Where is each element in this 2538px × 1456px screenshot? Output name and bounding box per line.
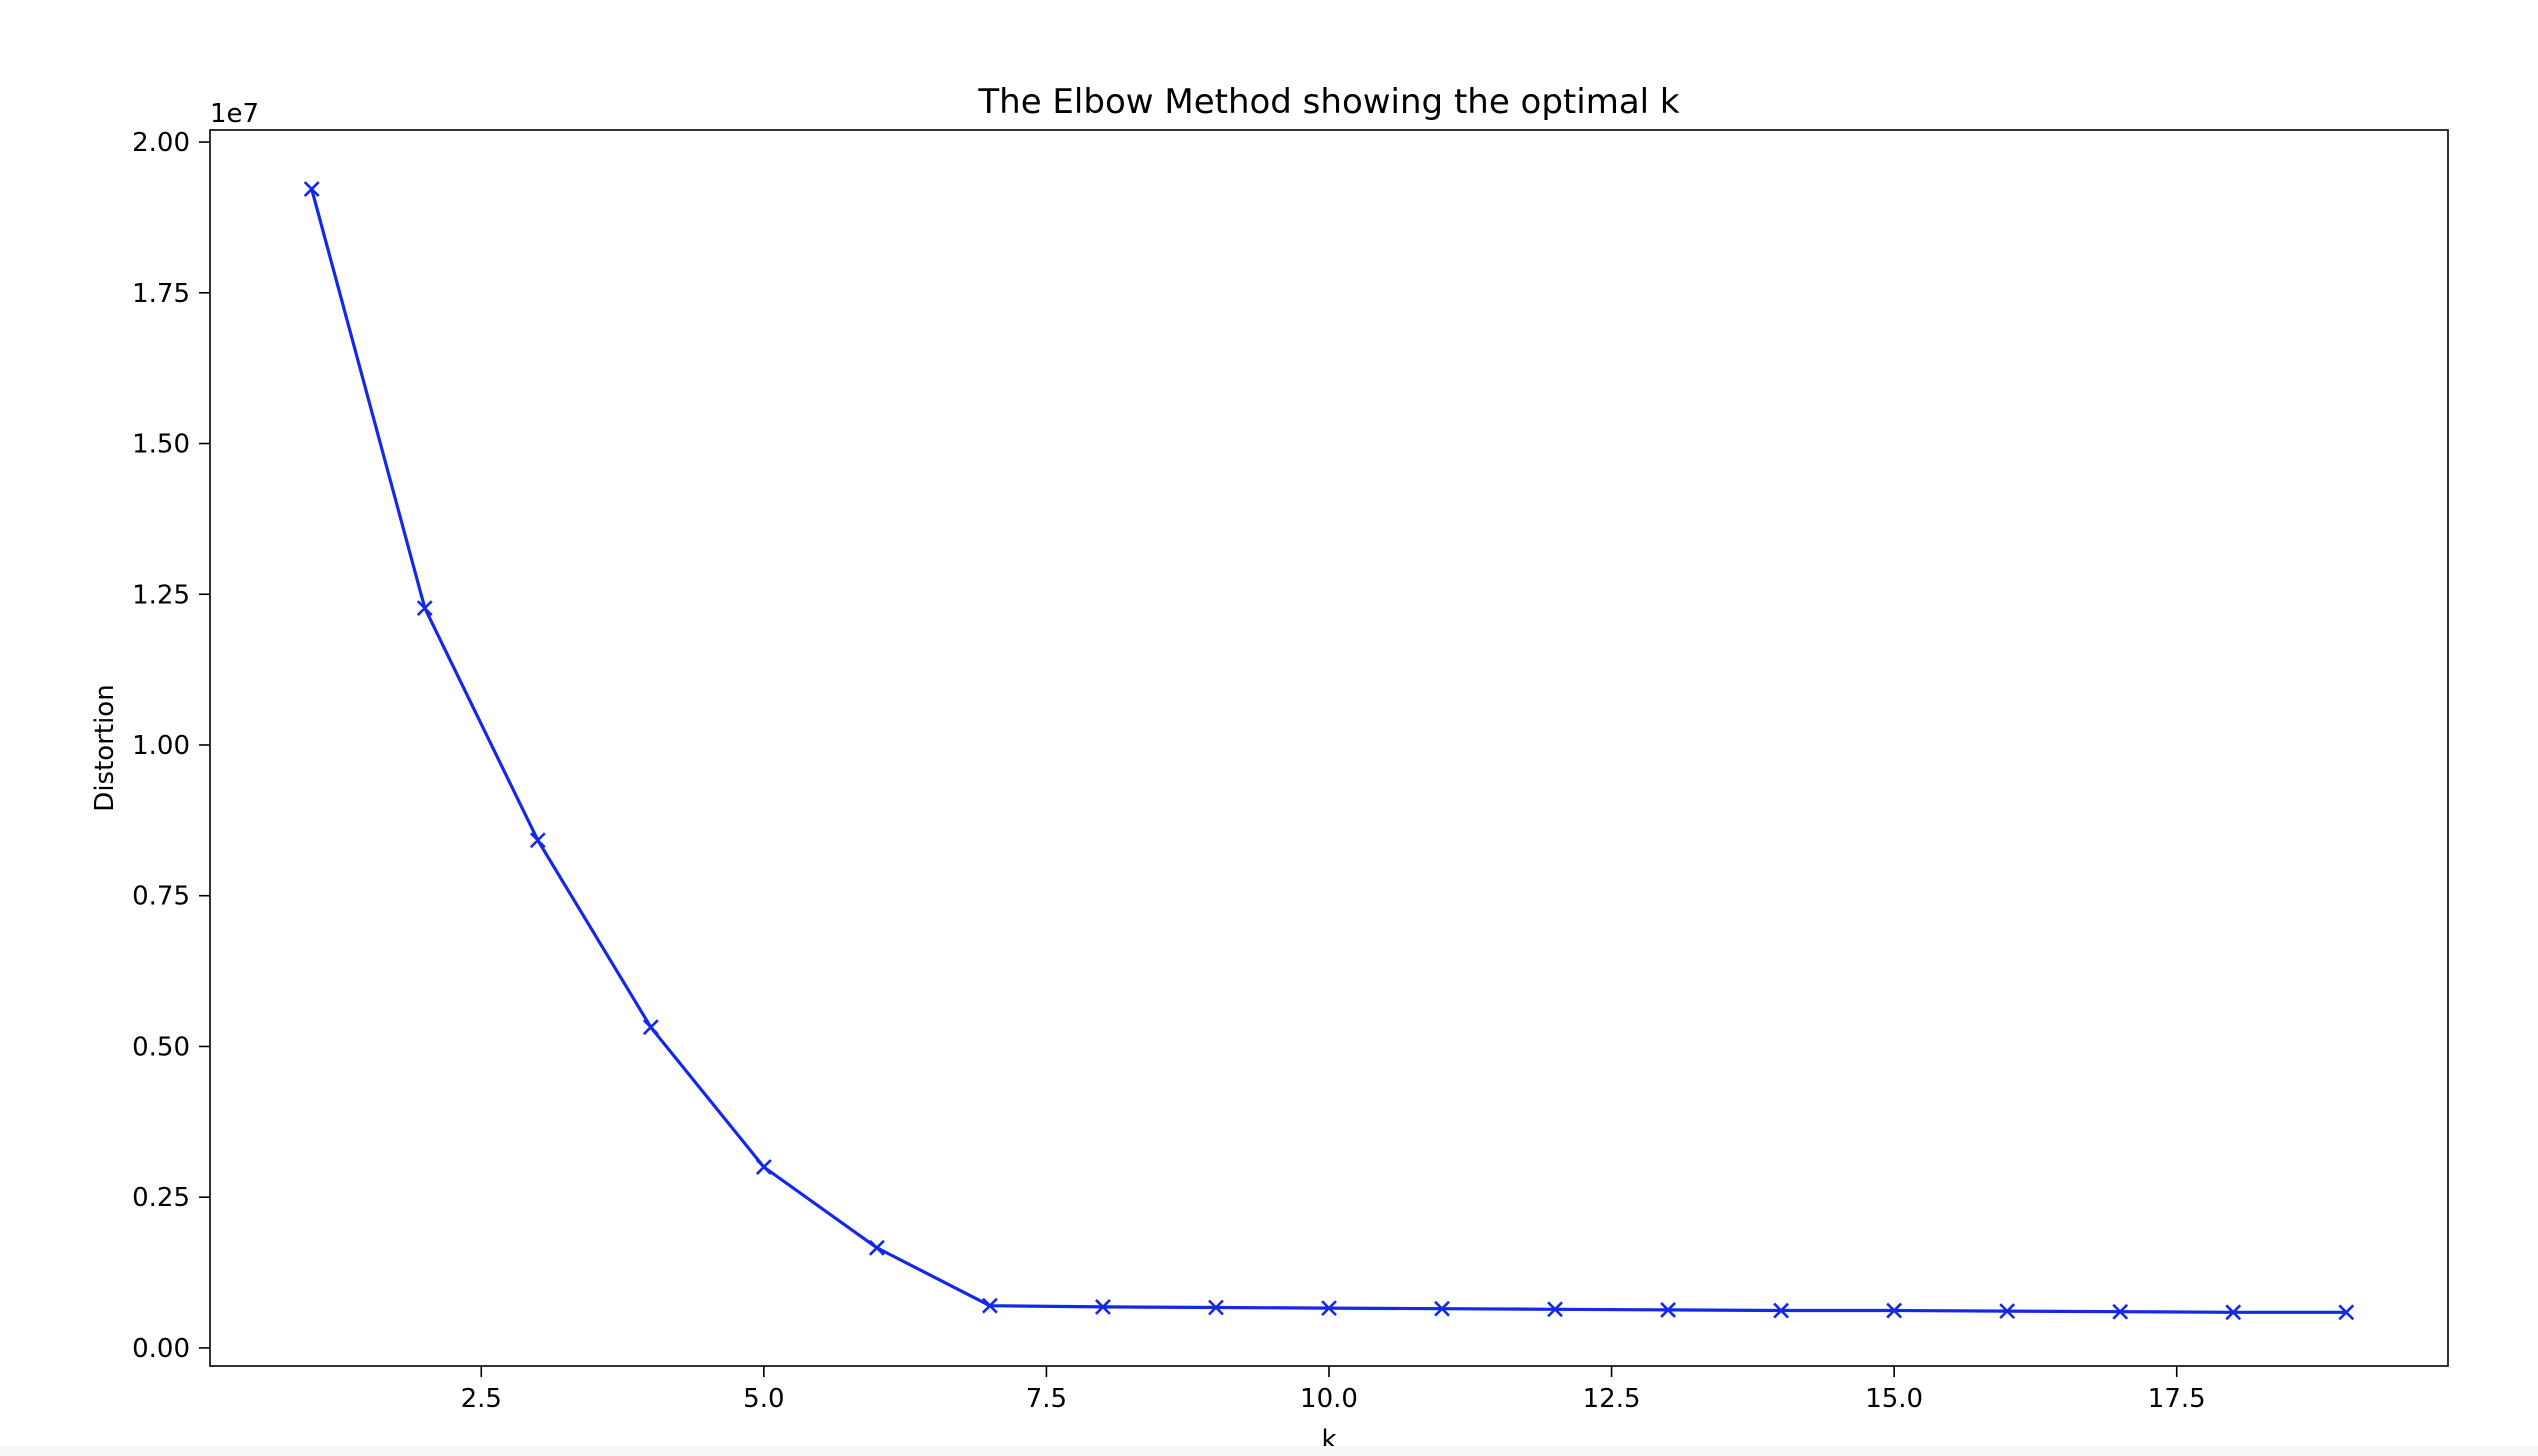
data-point-marker <box>2112 1303 2129 1320</box>
y-tick-label: 2.00 <box>132 128 190 158</box>
chart-title: The Elbow Method showing the optimal k <box>977 82 1680 122</box>
y-axis-offset-label: 1e7 <box>210 99 259 129</box>
y-tick-label: 1.75 <box>132 279 190 309</box>
y-tick-label: 0.75 <box>132 882 190 912</box>
y-tick-label: 1.25 <box>132 580 190 610</box>
plot-series <box>303 181 2355 1321</box>
y-axis-title: Distortion <box>90 684 120 811</box>
data-point-marker <box>1434 1300 1450 1317</box>
y-tick-label: 0.00 <box>132 1334 190 1364</box>
x-tick-label: 12.5 <box>1583 1384 1641 1414</box>
y-tick-label: 1.00 <box>132 731 190 761</box>
data-point-marker <box>1321 1300 1337 1317</box>
x-tick-label: 10.0 <box>1300 1384 1358 1414</box>
y-axis-ticks: 0.00 0.25 0.50 0.75 1.00 1.25 1.50 1.75 2.00 <box>132 128 210 1364</box>
data-point-marker <box>1547 1301 1563 1318</box>
y-tick-label: 1.50 <box>132 430 190 460</box>
data-point-marker <box>981 1297 998 1314</box>
x-axis-ticks: 2.5 5.0 7.5 10.0 12.5 15.0 17.5 <box>461 1366 2206 1414</box>
data-point-marker <box>1773 1302 1790 1319</box>
x-tick-label: 17.5 <box>2148 1384 2206 1414</box>
data-point-marker <box>1095 1298 1111 1315</box>
data-point-marker <box>416 600 433 617</box>
x-tick-label: 2.5 <box>461 1384 502 1414</box>
y-tick-label: 0.25 <box>132 1183 190 1213</box>
y-tick-label: 0.50 <box>132 1032 190 1062</box>
data-point-marker <box>303 181 320 198</box>
plot-frame <box>209 129 2449 1367</box>
data-point-marker <box>642 1019 659 1036</box>
x-tick-label: 5.0 <box>743 1384 784 1414</box>
bottom-strip <box>0 1446 2538 1456</box>
data-point-marker <box>2338 1304 2355 1321</box>
data-point-marker <box>1886 1302 1903 1319</box>
data-point-marker <box>1208 1299 1224 1316</box>
x-tick-label: 15.0 <box>1865 1384 1923 1414</box>
data-point-marker <box>1660 1302 1677 1318</box>
data-point-marker <box>529 832 546 849</box>
data-point-marker <box>2225 1304 2242 1321</box>
data-point-marker <box>755 1159 772 1175</box>
data-point-marker <box>868 1239 885 1256</box>
x-tick-label: 7.5 <box>1026 1384 1067 1414</box>
data-point-marker <box>1999 1303 2016 1320</box>
